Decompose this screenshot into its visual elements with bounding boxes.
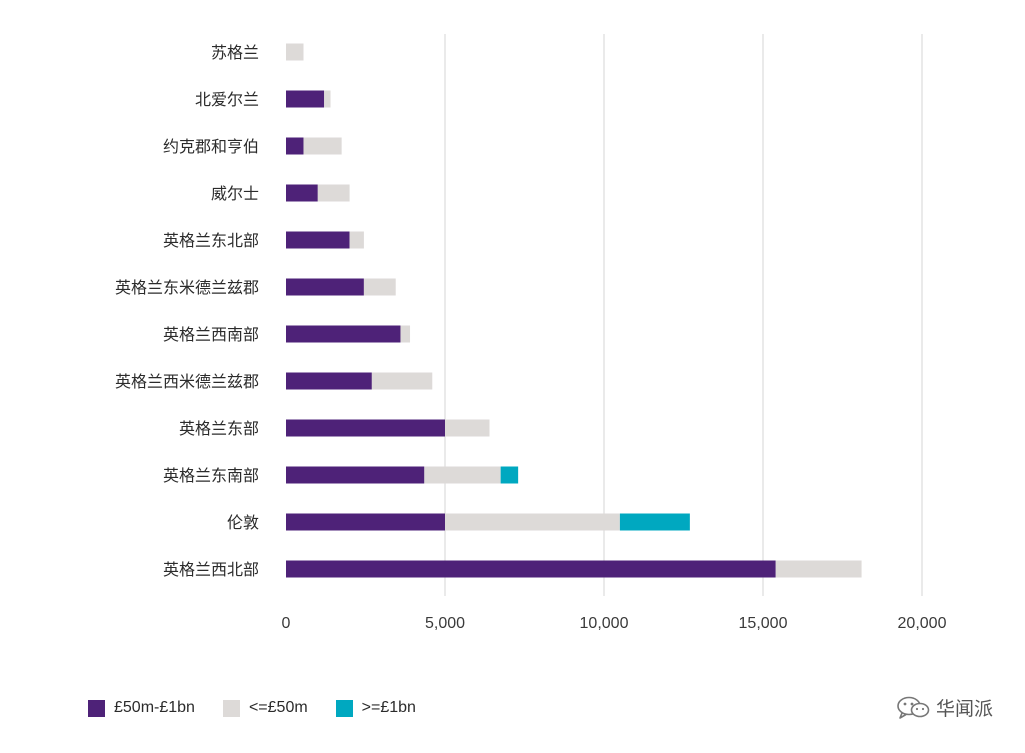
bar-segment-series-1 (286, 466, 425, 484)
bar-segment-series-2 (445, 419, 490, 437)
legend-label-series-2: <=£50m (248, 699, 308, 716)
bar-segment-series-1 (286, 419, 445, 437)
legend-swatch-series-1 (88, 699, 105, 717)
x-tick-label: 0 (282, 615, 291, 632)
category-label: 英格兰东米德兰兹郡 (115, 278, 259, 297)
category-label: 英格兰东部 (179, 419, 259, 438)
category-label: 英格兰西米德兰兹郡 (115, 372, 259, 391)
category-label: 威尔士 (211, 184, 259, 203)
bar-segment-series-3 (500, 466, 519, 484)
legend-swatch-series-3 (335, 699, 353, 717)
bar-segment-series-1 (286, 137, 304, 155)
category-label: 英格兰西南部 (163, 325, 259, 344)
bar-segment-series-2 (371, 372, 433, 390)
category-label: 伦敦 (227, 513, 259, 532)
bar-segment-series-1 (286, 372, 372, 390)
stacked-bar-chart: 苏格兰北爱尔兰约克郡和亨伯威尔士英格兰东北部英格兰东米德兰兹郡英格兰西南部英格兰… (115, 34, 947, 632)
legend-label-series-1: £50m-£1bn (114, 699, 195, 716)
bar-segment-series-2 (363, 278, 396, 296)
watermark: 华闻派 (896, 694, 993, 721)
category-label: 英格兰西北部 (163, 560, 259, 579)
category-label: 英格兰东北部 (163, 231, 259, 250)
bar-segment-series-2 (317, 184, 350, 202)
bar-segment-series-1 (286, 184, 318, 202)
bar-segment-series-2 (445, 513, 620, 531)
bar-segment-series-1 (286, 560, 776, 578)
bar-segment-series-2 (324, 90, 331, 108)
legend-label-series-3: >=£1bn (361, 699, 416, 716)
bar-segment-series-3 (619, 513, 690, 531)
bar-segment-series-2 (775, 560, 862, 578)
x-tick-label: 15,000 (739, 615, 788, 632)
x-tick-label: 5,000 (425, 615, 465, 632)
legend-item-series-3: >=£1bn (335, 699, 416, 717)
bar-segment-series-1 (286, 231, 350, 249)
legend: £50m-£1bn <=£50m >=£1bn (88, 699, 444, 717)
x-tick-label: 10,000 (580, 615, 629, 632)
legend-swatch-series-2 (222, 699, 240, 717)
legend-item-series-1: £50m-£1bn (88, 699, 195, 717)
category-labels: 苏格兰北爱尔兰约克郡和亨伯威尔士英格兰东北部英格兰东米德兰兹郡英格兰西南部英格兰… (115, 43, 259, 579)
bars (286, 43, 862, 578)
category-label: 北爱尔兰 (195, 90, 259, 109)
category-label: 约克郡和亨伯 (163, 137, 259, 156)
bar-segment-series-2 (303, 137, 342, 155)
category-label: 苏格兰 (211, 43, 259, 62)
gridlines (444, 34, 923, 596)
category-label: 英格兰东南部 (163, 466, 259, 485)
bar-segment-series-1 (286, 325, 401, 343)
x-tick-labels: 0 5,000 10,000 15,000 20,000 (282, 615, 947, 632)
bar-segment-series-1 (286, 278, 364, 296)
bar-segment-series-2 (286, 43, 304, 61)
bar-segment-series-1 (286, 513, 445, 531)
wechat-icon (897, 696, 930, 719)
bar-segment-series-2 (349, 231, 364, 249)
bar-segment-series-2 (400, 325, 411, 343)
bar-segment-series-1 (286, 90, 325, 108)
watermark-text: 华闻派 (935, 698, 993, 720)
x-tick-label: 20,000 (898, 615, 947, 632)
legend-item-series-2: <=£50m (222, 699, 308, 717)
bar-segment-series-2 (424, 466, 501, 484)
